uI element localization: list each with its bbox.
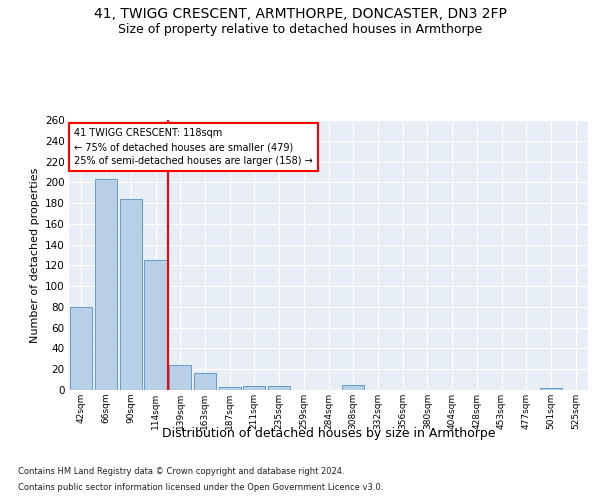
Bar: [268, 386, 290, 390]
Text: 41, TWIGG CRESCENT, ARMTHORPE, DONCASTER, DN3 2FP: 41, TWIGG CRESCENT, ARMTHORPE, DONCASTER…: [94, 8, 506, 22]
Bar: [119, 199, 142, 390]
Text: 41 TWIGG CRESCENT: 118sqm
← 75% of detached houses are smaller (479)
25% of semi: 41 TWIGG CRESCENT: 118sqm ← 75% of detac…: [74, 128, 313, 166]
Bar: [95, 179, 117, 390]
Bar: [243, 386, 265, 390]
Bar: [145, 260, 167, 390]
Bar: [218, 387, 241, 390]
Text: Contains public sector information licensed under the Open Government Licence v3: Contains public sector information licen…: [18, 482, 383, 492]
Bar: [194, 374, 216, 390]
Y-axis label: Number of detached properties: Number of detached properties: [29, 168, 40, 342]
Bar: [540, 388, 562, 390]
Text: Size of property relative to detached houses in Armthorpe: Size of property relative to detached ho…: [118, 22, 482, 36]
Text: Contains HM Land Registry data © Crown copyright and database right 2024.: Contains HM Land Registry data © Crown c…: [18, 468, 344, 476]
Bar: [342, 385, 364, 390]
Bar: [169, 365, 191, 390]
Text: Distribution of detached houses by size in Armthorpe: Distribution of detached houses by size …: [162, 428, 496, 440]
Bar: [70, 307, 92, 390]
